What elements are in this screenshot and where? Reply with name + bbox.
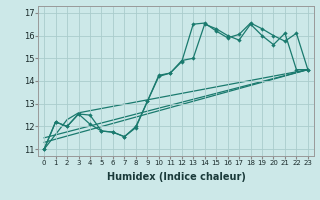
X-axis label: Humidex (Indice chaleur): Humidex (Indice chaleur) bbox=[107, 172, 245, 182]
